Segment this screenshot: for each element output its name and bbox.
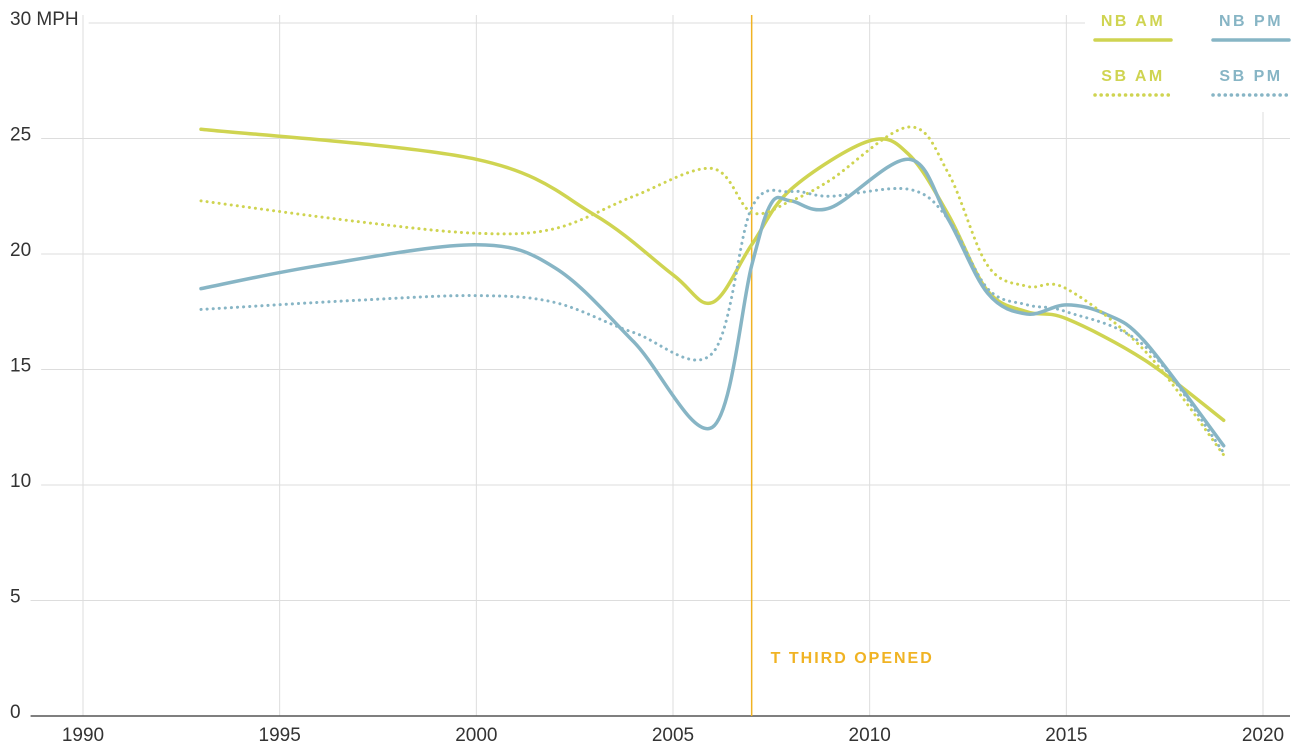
x-tick-label: 2000 [455, 725, 497, 746]
x-tick-label: 1995 [259, 725, 301, 746]
legend-label: SB AM [1101, 68, 1164, 85]
legend-label: SB PM [1219, 68, 1282, 85]
series-line [199, 157, 1226, 448]
series-line [199, 187, 1226, 455]
y-tick-label: 5 [10, 587, 21, 608]
x-tick-label: 1990 [62, 725, 104, 746]
y-tick-label: 30 MPH [10, 9, 79, 30]
x-tick-label: 2005 [652, 725, 694, 746]
y-tick-label: 15 [10, 356, 31, 377]
annotation-label: T THIRD OPENED [771, 650, 934, 667]
x-tick-label: 2020 [1242, 725, 1284, 746]
y-tick-label: 25 [10, 125, 31, 146]
y-tick-label: 0 [10, 702, 21, 723]
series-line [199, 127, 1226, 423]
y-tick-label: 20 [10, 240, 31, 261]
legend-label: NB AM [1101, 13, 1165, 30]
legend-label: NB PM [1219, 13, 1283, 30]
x-tick-label: 2015 [1045, 725, 1087, 746]
x-tick-label: 2010 [849, 725, 891, 746]
y-tick-label: 10 [10, 471, 31, 492]
legend: NB AM NB PM SB AM SB PM [1085, 0, 1305, 112]
series-line [199, 125, 1226, 457]
